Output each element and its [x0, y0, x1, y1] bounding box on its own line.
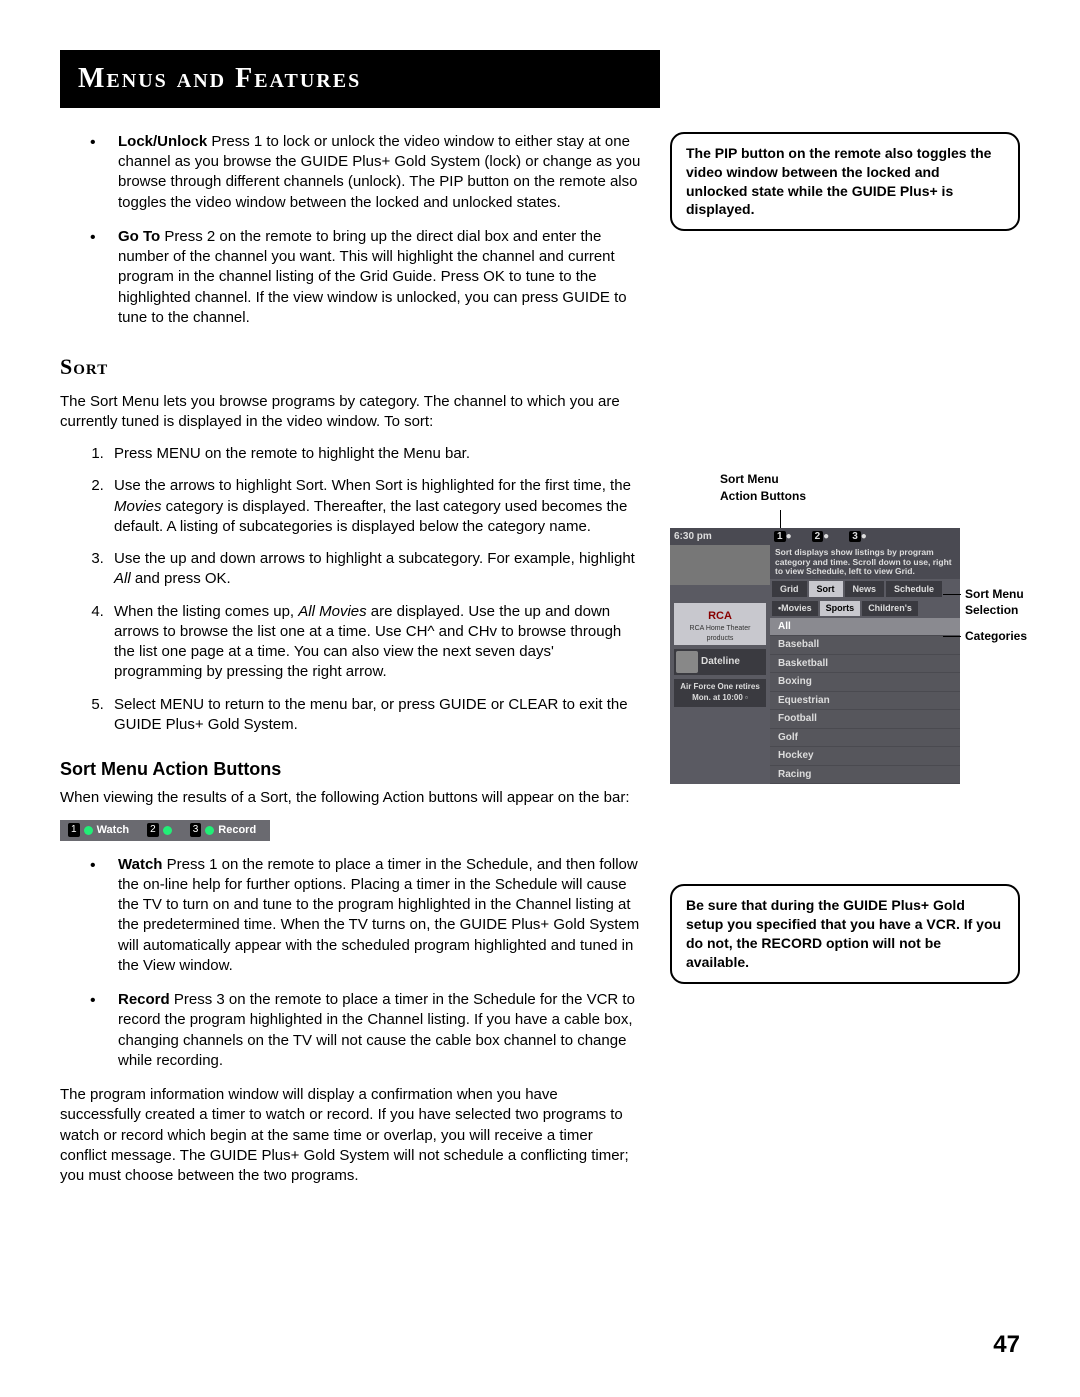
sort-heading: Sort [60, 352, 642, 382]
action-btn: 2 [147, 823, 172, 837]
tv-desc: Sort displays show listings by program c… [770, 545, 960, 579]
tv-screenshot: 6:30 pm 1● 2● 3● Sort displays show list… [670, 528, 960, 784]
callout-sort-menu: Sort MenuSelection [965, 586, 1024, 618]
bullet-lock-unlock: Lock/Unlock Press 1 to lock or unlock th… [90, 132, 642, 213]
main-column: Lock/Unlock Press 1 to lock or unlock th… [60, 132, 642, 1199]
step: Press MENU on the remote to highlight th… [108, 444, 642, 464]
step: When the listing comes up, All Movies ar… [108, 602, 642, 683]
section-banner: Menus and Features [60, 50, 660, 108]
top-bullets: Lock/Unlock Press 1 to lock or unlock th… [60, 132, 642, 328]
closing-para: The program information window will disp… [60, 1085, 642, 1186]
action-buttons-bar: 1Watch 2 3Record [60, 820, 270, 841]
tv-tab: Sort [809, 581, 843, 597]
callout-line [780, 510, 1020, 528]
tv-footer: Air Force One retiresMon. at 10:00 ▫ [674, 679, 766, 707]
bullet-watch: Watch Press 1 on the remote to place a t… [90, 855, 642, 977]
tv-tabs: Grid Sort News Schedule [770, 579, 960, 599]
sidebar-column: The PIP button on the remote also toggle… [670, 132, 1020, 1199]
pip-note: The PIP button on the remote also toggle… [670, 132, 1020, 232]
tv-time: 6:30 pm [674, 530, 712, 544]
tv-tab: Grid [772, 581, 807, 597]
action-buttons-heading: Sort Menu Action Buttons [60, 757, 642, 781]
bullet-text: Press 3 on the remote to place a timer i… [118, 991, 635, 1069]
bullet-text: Press 1 on the remote to place a timer i… [118, 856, 639, 974]
tv-show: Dateline [674, 649, 766, 675]
step: Use the up and down arrows to highlight … [108, 549, 642, 590]
diagram: Sort MenuAction Buttons 6:30 pm 1● [670, 471, 1020, 784]
vcr-note: Be sure that during the GUIDE Plus+ Gold… [670, 884, 1020, 984]
step: Select MENU to return to the menu bar, o… [108, 695, 642, 736]
tv-cat: Racing [770, 766, 960, 785]
bullet-go-to: Go To Press 2 on the remote to bring up … [90, 227, 642, 328]
tv-subtabs: •Movies Sports Children's [770, 599, 960, 617]
tv-cat: Football [770, 710, 960, 729]
tv-categories: All Baseball Basketball Boxing Equestria… [770, 618, 960, 785]
tv-logo: RCA RCA Home Theater products [674, 603, 766, 645]
tv-cat: Hockey [770, 747, 960, 766]
bullet-lead: Go To [118, 228, 160, 245]
tv-cat: Baseball [770, 636, 960, 655]
video-thumb [670, 545, 770, 585]
action-btn: 3Record [190, 823, 256, 838]
sort-intro: The Sort Menu lets you browse programs b… [60, 392, 642, 433]
sort-steps: Press MENU on the remote to highlight th… [60, 444, 642, 735]
action-btn: 1Watch [68, 823, 129, 838]
bullet-lead: Record [118, 991, 170, 1008]
action-buttons-intro: When viewing the results of a Sort, the … [60, 788, 642, 808]
bullet-text: Press 2 on the remote to bring up the di… [118, 228, 627, 326]
step: Use the arrows to highlight Sort. When S… [108, 476, 642, 537]
tv-cat: Equestrian [770, 692, 960, 711]
tv-tab: Schedule [886, 581, 942, 597]
tv-cat: Boxing [770, 673, 960, 692]
tv-action-bar: 1● 2● 3● [770, 528, 960, 546]
tv-tab: News [845, 581, 885, 597]
bullet-lead: Lock/Unlock [118, 133, 207, 150]
bullet-record: Record Press 3 on the remote to place a … [90, 990, 642, 1071]
tv-cat: All [770, 618, 960, 637]
diagram-title: Sort MenuAction Buttons [720, 471, 1020, 503]
callout-categories: Categories [965, 628, 1027, 644]
page-number: 47 [993, 1329, 1020, 1361]
bullet-lead: Watch [118, 856, 162, 873]
tv-cat: Golf [770, 729, 960, 748]
tv-cat: Basketball [770, 655, 960, 674]
action-bullets: Watch Press 1 on the remote to place a t… [60, 855, 642, 1072]
